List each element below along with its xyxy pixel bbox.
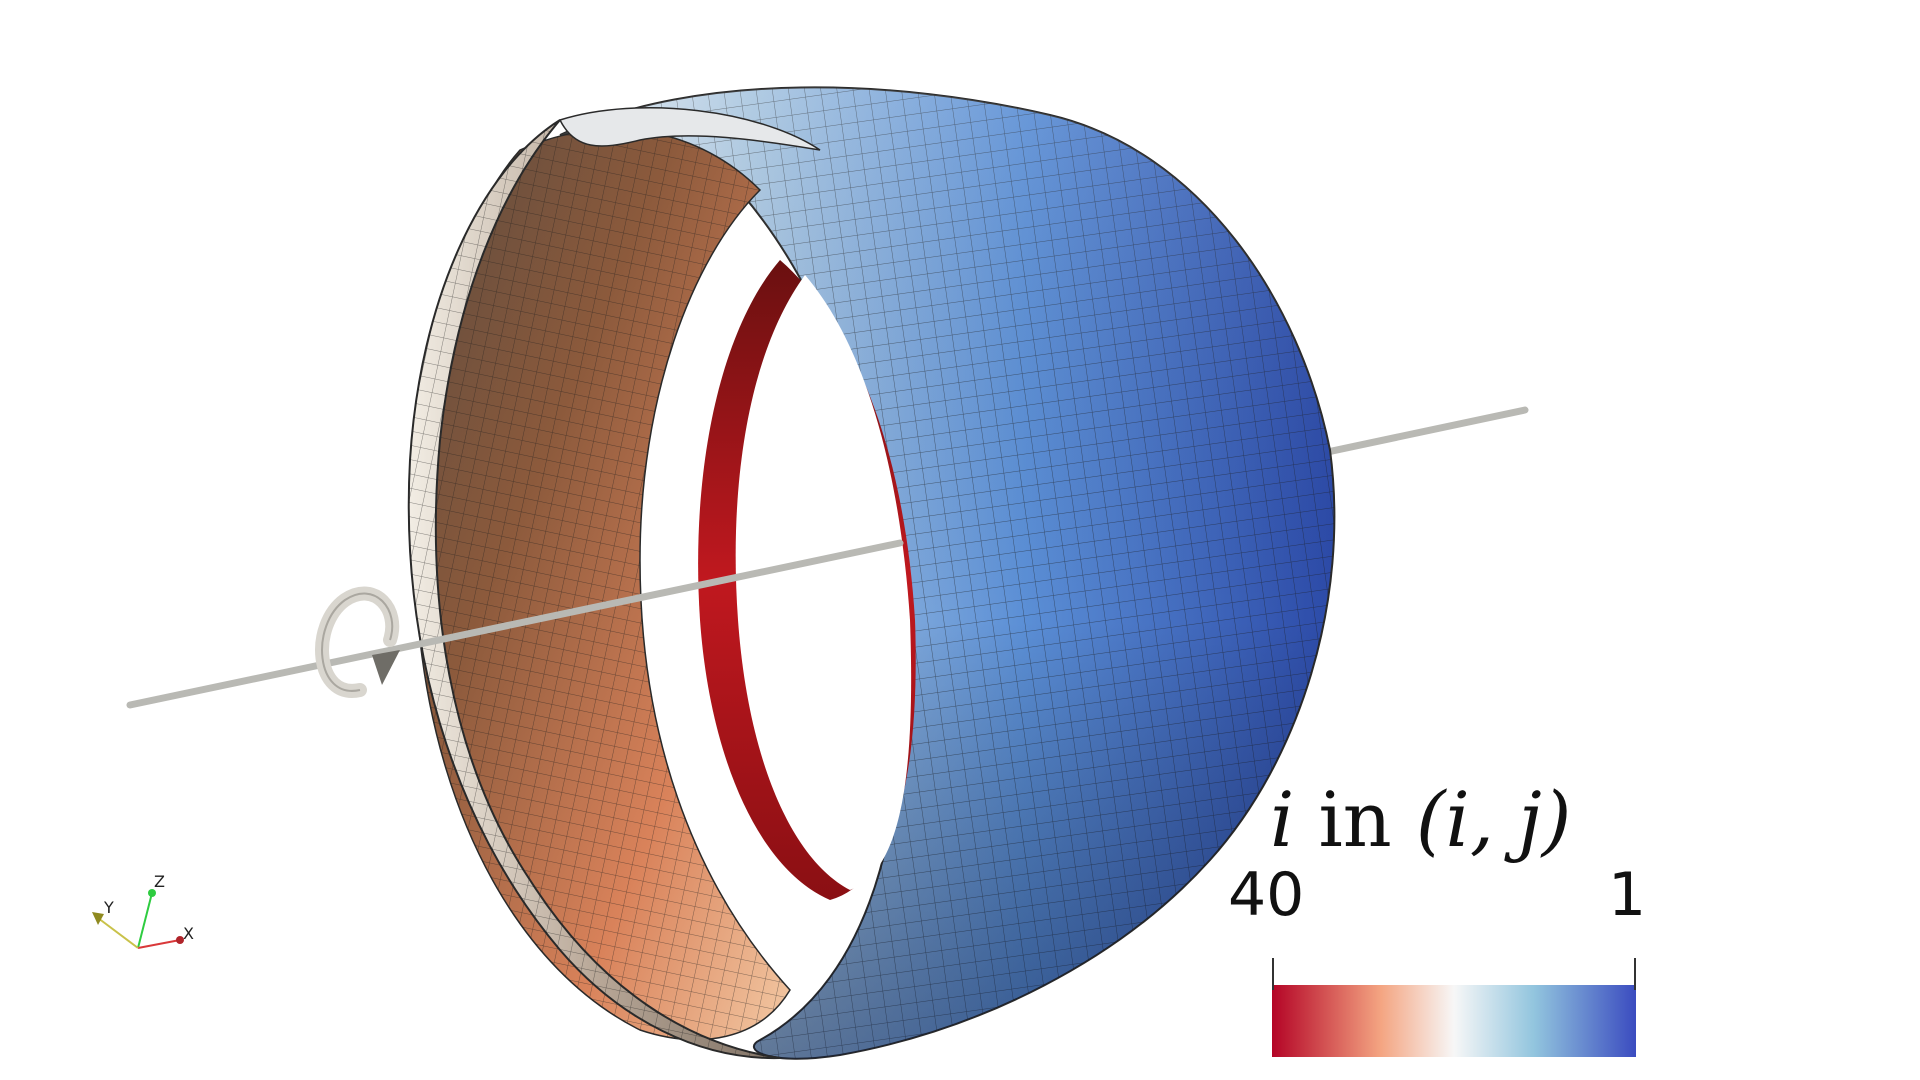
axis-z-line (137, 892, 153, 949)
shell-outer-surface (559, 86, 1336, 1060)
colorbar-min-label: 40 (1228, 860, 1305, 930)
rotation-axis-rod-front (126, 539, 904, 709)
axis-z-label: Z (154, 872, 165, 891)
colorbar-title-paren: (i, j) (1415, 775, 1572, 864)
shell-inner-cavity (698, 260, 916, 900)
colorbar-title-variable: i (1270, 775, 1295, 864)
colorbar-title: i in (i, j) (1270, 775, 1650, 864)
rotation-arrow-icon (315, 586, 400, 698)
axis-y-marker (92, 912, 104, 925)
axis-y-line (97, 917, 139, 949)
colorbar-gradient (1272, 985, 1636, 1057)
colorbar (1272, 958, 1636, 1057)
axis-x-marker (176, 936, 184, 944)
axis-y-label: Y (104, 898, 114, 917)
colorbar-max-label: 1 (1608, 860, 1647, 930)
axis-x-label: X (183, 924, 194, 943)
axis-z-marker (148, 889, 156, 897)
colorbar-title-in: in (1294, 775, 1416, 864)
shell-top-rim (558, 107, 821, 151)
orientation-axes (92, 889, 184, 949)
axis-x-line (137, 939, 181, 949)
shell-left-rim (407, 119, 781, 1060)
